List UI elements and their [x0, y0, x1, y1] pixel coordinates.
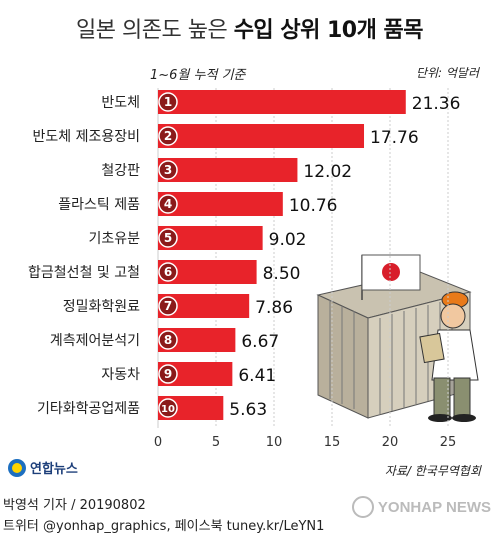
bar	[158, 158, 298, 182]
rank-number: 3	[164, 163, 172, 177]
watermark-icon	[351, 496, 374, 518]
value-label: 9.02	[269, 230, 307, 250]
x-tick-label: 5	[212, 435, 220, 450]
rank-number: 2	[164, 129, 172, 143]
rank-number: 4	[164, 197, 172, 211]
bar	[158, 124, 365, 148]
x-tick-label: 10	[266, 435, 283, 450]
category-label: 기초유분	[88, 231, 140, 247]
rank-number: 10	[161, 404, 175, 415]
worker-icon	[419, 291, 479, 422]
credit-social: 트위터 @yonhap_graphics, 페이스북 tuney.kr/LeYN…	[3, 519, 325, 534]
bar	[158, 90, 406, 114]
rank-badge	[158, 92, 178, 112]
watermark-text: YONHAP NEWS	[377, 498, 491, 516]
value-label: 21.36	[412, 94, 461, 114]
rank-badge	[158, 126, 178, 146]
value-label: 8.50	[263, 264, 301, 284]
category-label: 정밀화학원료	[63, 299, 140, 315]
value-label: 5.63	[229, 400, 267, 420]
yonhap-logo: 연합뉴스	[8, 458, 78, 477]
rank-badge	[158, 194, 178, 214]
category-label: 철강판	[101, 163, 140, 179]
value-label: 12.02	[303, 162, 352, 182]
rank-number: 8	[164, 333, 172, 347]
bar	[158, 192, 283, 216]
value-label: 7.86	[255, 298, 293, 318]
rank-badge	[158, 330, 178, 350]
logo-text: 연합뉴스	[30, 462, 78, 477]
rank-badge	[158, 364, 178, 384]
category-label: 반도체 제조용장비	[33, 129, 141, 145]
title-light: 일본 의존도 높은	[76, 18, 228, 43]
source-label: 자료/ 한국무역협회	[384, 464, 481, 478]
rank-number: 6	[164, 265, 172, 279]
x-tick-label: 20	[382, 435, 399, 450]
x-tick-label: 15	[324, 435, 341, 450]
category-label: 반도체	[101, 95, 140, 111]
rank-badge	[158, 228, 178, 248]
category-label: 기타화학공업제품	[37, 401, 140, 417]
x-tick-label: 0	[154, 435, 162, 450]
value-label: 17.76	[370, 128, 419, 148]
category-label: 플라스틱 제품	[58, 197, 140, 213]
category-label: 계측제어분석기	[50, 333, 140, 349]
rank-number: 5	[164, 231, 172, 245]
page-title: 일본 의존도 높은 수입 상위 10개 품목	[0, 12, 499, 44]
x-tick-label: 25	[440, 435, 457, 450]
value-label: 6.67	[241, 332, 279, 352]
credit-reporter: 박영석 기자 / 20190802	[3, 498, 146, 513]
title-bold: 수입 상위 10개 품목	[233, 18, 424, 43]
rank-number: 1	[164, 95, 172, 109]
rank-badge	[158, 296, 178, 316]
value-label: 10.76	[289, 196, 338, 216]
japan-flag-icon	[361, 254, 421, 300]
rank-badge	[158, 160, 178, 180]
rank-number: 7	[164, 299, 172, 313]
value-label: 6.41	[238, 366, 276, 386]
rank-number: 9	[164, 367, 172, 381]
rank-badge	[158, 398, 178, 418]
category-label: 합금철선철 및 고철	[28, 265, 140, 281]
subtitle: 1~6월 누적 기준	[150, 68, 246, 83]
category-label: 자동차	[101, 367, 140, 383]
watermark: YONHAP NEWS	[351, 496, 491, 518]
rank-badge	[158, 262, 178, 282]
yonhap-logo-icon	[8, 458, 26, 477]
unit-label: 단위: 억달러	[415, 66, 479, 80]
